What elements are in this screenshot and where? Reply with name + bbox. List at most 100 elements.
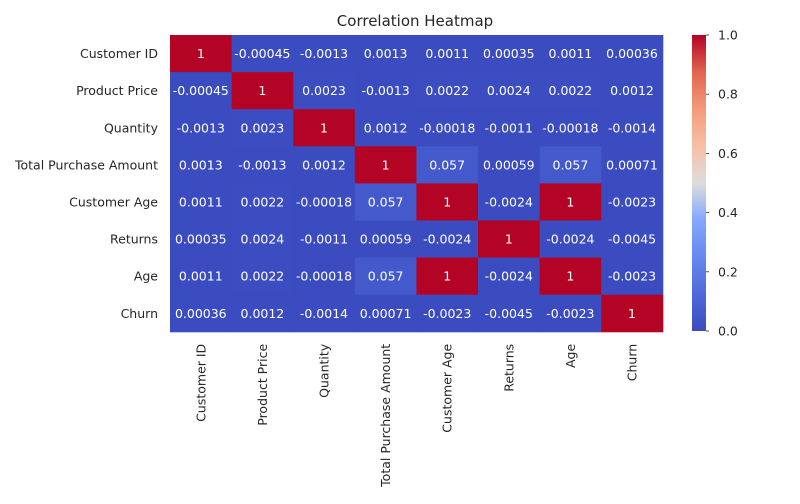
heatmap-cell — [416, 294, 479, 333]
cell-value-label: 1 — [382, 157, 390, 172]
cell-value-label: 1 — [258, 83, 266, 98]
cell-value-label: -0.00018 — [296, 194, 352, 209]
cell-value-label: 0.0024 — [241, 232, 285, 247]
heatmap-cell — [354, 72, 417, 110]
heatmap-cell — [539, 220, 602, 259]
heatmap-cell — [354, 257, 417, 296]
heatmap-cell — [478, 257, 541, 296]
cell-value-label: 1 — [320, 120, 328, 135]
cell-value-label: 0.0022 — [425, 83, 469, 98]
heatmap-cell — [170, 294, 233, 333]
colorbar-tick-label: 1.0 — [718, 28, 738, 43]
cell-value-label: -0.0013 — [238, 157, 286, 172]
heatmap-cell — [354, 109, 417, 147]
heatmap-cell — [354, 294, 417, 333]
heatmap-cell — [231, 294, 294, 333]
heatmap-cell — [170, 146, 233, 184]
cell-value-label: -0.0011 — [485, 120, 533, 135]
heatmap-cell — [354, 35, 417, 73]
heatmap-cell — [601, 183, 664, 221]
cell-value-label: 0.057 — [368, 269, 404, 284]
row-labels: Customer ID Product Price Quantity Total Pu… — [14, 46, 159, 321]
cell-value-label: -0.0023 — [423, 306, 471, 321]
heatmap-cell — [293, 72, 356, 110]
row-tick-label: Returns — [110, 232, 158, 247]
column-tick-label: Total Purchase Amount — [378, 344, 393, 488]
cell-value-label: -0.0013 — [300, 46, 348, 61]
cell-value-label: 0.0022 — [549, 83, 593, 98]
heatmap-cell — [601, 294, 664, 333]
cell-value-label: 1 — [443, 194, 451, 209]
heatmap-cell — [416, 146, 479, 184]
row-tick-label: Churn — [121, 306, 158, 321]
cell-value-label: 0.00035 — [483, 46, 535, 61]
heatmap-cell — [478, 146, 541, 184]
cell-value-label: 0.0012 — [610, 83, 654, 98]
cell-value-label: 0.0011 — [179, 194, 223, 209]
cell-value-label: -0.0024 — [485, 269, 533, 284]
row-tick-label: Age — [134, 269, 158, 284]
cell-value-label: -0.0024 — [423, 232, 471, 247]
row-tick-label: Product Price — [76, 83, 158, 98]
heatmap-cell — [601, 109, 664, 147]
colorbar-tick-label: 0.4 — [718, 205, 738, 220]
cell-value-label: -0.0024 — [485, 194, 533, 209]
colorbar — [692, 35, 706, 331]
heatmap-cell — [293, 109, 356, 147]
heatmap-cell — [539, 183, 602, 221]
cell-value-label: -0.00045 — [234, 46, 290, 61]
column-tick-label: Churn — [625, 344, 640, 381]
heatmap-cell — [293, 294, 356, 333]
colorbar-tick-label: 0.8 — [718, 87, 738, 102]
heatmap-cell — [416, 183, 479, 221]
cell-value-label: 0.0011 — [549, 46, 593, 61]
cell-value-label: 1 — [505, 232, 513, 247]
heatmap-cell — [416, 220, 479, 259]
cell-value-label: -0.00018 — [419, 120, 475, 135]
heatmap-cell — [478, 72, 541, 110]
cell-value-label: 0.0022 — [241, 194, 285, 209]
heatmap-cell — [539, 294, 602, 333]
column-tick-label: Returns — [501, 344, 516, 392]
heatmap-cell — [293, 183, 356, 221]
heatmap-cell — [293, 257, 356, 296]
column-tick-label: Product Price — [255, 344, 270, 426]
cell-value-label: 0.00059 — [360, 232, 412, 247]
heatmap-cell — [231, 220, 294, 259]
column-labels: Customer ID Product Price Quantity Total Pu… — [193, 343, 639, 488]
heatmap-cell — [354, 146, 417, 184]
heatmap-cell — [293, 146, 356, 184]
cell-value-label: 1 — [566, 269, 574, 284]
heatmap-cell — [354, 220, 417, 259]
heatmap-cell — [170, 257, 233, 296]
column-tick-label: Age — [563, 344, 578, 368]
column-tick-label: Customer Age — [440, 343, 455, 432]
heatmap-cell — [170, 72, 233, 110]
heatmap-cell — [478, 294, 541, 333]
cell-value-label: 0.00071 — [360, 306, 412, 321]
cell-value-label: -0.0011 — [300, 232, 348, 247]
heatmap-cell — [170, 183, 233, 221]
cell-value-label: 0.057 — [368, 194, 404, 209]
cell-value-label: 1 — [628, 306, 636, 321]
cell-value-label: 1 — [566, 194, 574, 209]
heatmap-cell — [539, 109, 602, 147]
colorbar-tick-label: 0.6 — [718, 146, 738, 161]
cell-value-label: -0.0045 — [485, 306, 533, 321]
heatmap-cell — [539, 146, 602, 184]
heatmap-cell — [478, 35, 541, 73]
heatmap-cell — [170, 35, 233, 73]
heatmap-cells — [170, 35, 664, 333]
heatmap-cell — [478, 183, 541, 221]
cell-value-label: 0.0024 — [487, 83, 531, 98]
chart-title: Correlation Heatmap — [337, 12, 493, 30]
cell-value-label: -0.0023 — [608, 269, 656, 284]
heatmap-cell — [170, 220, 233, 259]
row-tick-label: Customer Age — [69, 194, 158, 209]
cell-value-label: -0.0013 — [177, 120, 225, 135]
heatmap-cell — [601, 35, 664, 73]
heatmap-cell — [231, 257, 294, 296]
heatmap-cell — [416, 257, 479, 296]
heatmap-cell — [601, 146, 664, 184]
